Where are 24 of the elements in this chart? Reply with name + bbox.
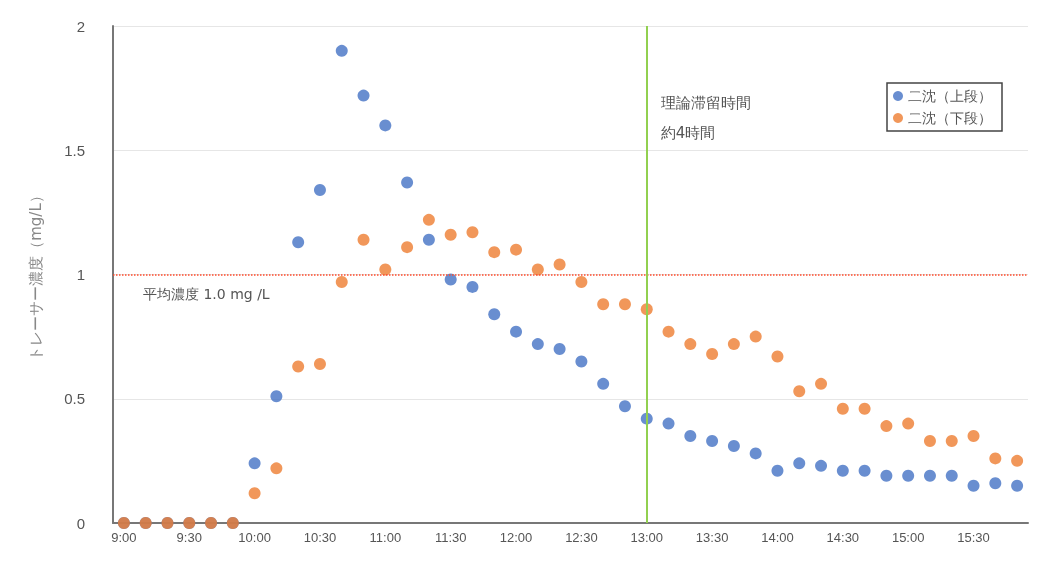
x-tick-label: 12:00 [499,530,533,545]
y-tick-label: 2 [76,17,85,35]
y-tick-label: 1.5 [64,141,85,159]
x-tick-label: 11:30 [434,530,467,545]
x-tick-label: 10:00 [238,530,271,545]
x-tick-label: 12:30 [565,530,598,545]
ref-line-label: 理論滞留時間約4時間 [660,94,751,142]
ref-line-label: 平均濃度 1.0 mg /L [143,285,270,302]
legend-label: 二沈（上段） [908,88,992,104]
y-tick-label: 1 [76,266,85,283]
x-tick-label: 13:30 [695,530,729,545]
x-tick-label: 14:00 [761,530,794,545]
legend-label: 二沈（下段） [908,110,992,126]
x-tick-label: 14:30 [826,530,860,545]
y-tick-label: 0 [76,514,85,532]
x-tick-label: 10:30 [303,530,337,545]
x-tick-label: 9:00 [111,530,137,545]
x-tick-label: 15:30 [957,530,990,545]
x-tick-label: 11:00 [369,530,402,545]
x-tick-label: 9:30 [176,530,202,545]
y-tick-label: 0.5 [64,390,85,408]
x-tick-label: 13:00 [630,530,664,545]
y-axis-title: トレーサー濃度（mg/L） [26,188,45,361]
x-tick-label: 15:00 [891,530,925,545]
